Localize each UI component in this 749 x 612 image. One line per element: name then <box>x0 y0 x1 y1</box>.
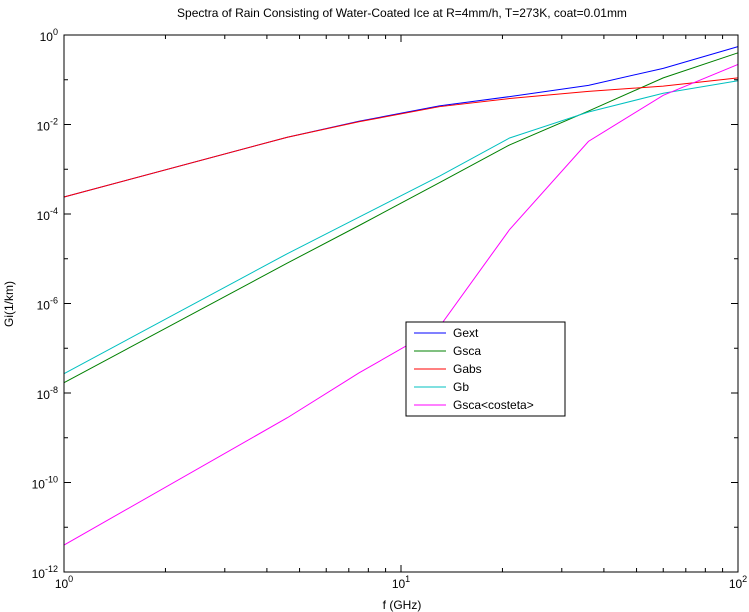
tick-labels: 100 101 102 10-12 10-10 10-8 10-6 10-4 10-2 100 <box>32 27 748 591</box>
legend-label: Gsca<costeta> <box>453 398 534 412</box>
series-line-2 <box>63 77 739 198</box>
plot-background <box>64 35 738 572</box>
x-axis-label: f (GHz) <box>383 598 422 612</box>
y-axis-label: Gi(1/km) <box>2 281 16 327</box>
legend-label: Gsca <box>453 344 481 358</box>
series-line-1 <box>63 52 739 384</box>
chart-title: Spectra of Rain Consisting of Water-Coat… <box>177 6 627 20</box>
y-tick-label: 10-4 <box>37 206 58 223</box>
x-tick-label: 102 <box>729 574 747 591</box>
y-tick-label: 100 <box>40 27 58 44</box>
y-tick-label: 10-2 <box>37 117 58 134</box>
x-tick-label: 101 <box>392 574 410 591</box>
y-tick-label: 10-12 <box>32 564 58 581</box>
plot-area <box>64 35 738 572</box>
series-line-4 <box>63 63 739 546</box>
legend-label: Gabs <box>453 362 482 376</box>
axes-layer <box>63 34 739 573</box>
y-tick-label: 10-10 <box>32 475 58 492</box>
y-tick-label: 10-8 <box>37 385 58 402</box>
x-tick-label: 100 <box>55 574 73 591</box>
series-layer <box>63 46 739 546</box>
series-line-3 <box>63 80 739 375</box>
legend: Gext Gsca Gabs Gb Gsca<costeta> <box>405 321 566 417</box>
legend-label: Gb <box>453 380 469 394</box>
y-tick-label: 10-6 <box>37 296 58 313</box>
legend-label: Gext <box>453 326 479 340</box>
